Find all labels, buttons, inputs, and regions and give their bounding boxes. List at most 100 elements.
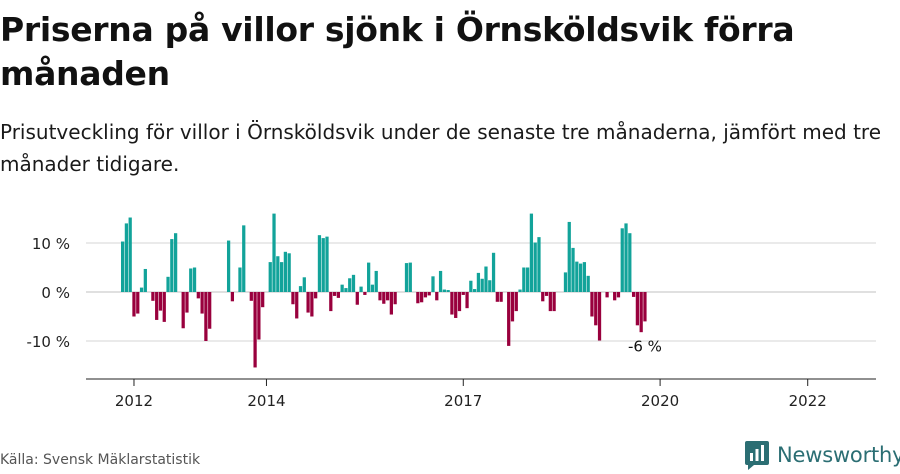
x-tick-label: 2012 <box>115 392 153 410</box>
y-tick-label: 10 % <box>32 235 70 253</box>
bar <box>446 290 450 292</box>
bar <box>495 292 499 302</box>
bar <box>121 241 125 292</box>
bar <box>404 263 409 292</box>
bar <box>571 247 575 292</box>
bar <box>204 292 208 341</box>
bar <box>208 292 212 329</box>
y-tick-label: -10 % <box>26 333 70 351</box>
bar <box>639 292 643 333</box>
bar <box>416 292 420 304</box>
bar <box>336 292 340 298</box>
bar <box>181 292 185 329</box>
chart-title: Priserna på villor sjönk i Örnsköldsvik … <box>0 10 795 93</box>
bar <box>287 253 291 292</box>
chart-subtitle: Prisutveckling för villor i Örnsköldsvik… <box>0 120 882 176</box>
bar <box>408 262 412 292</box>
x-tick-label: 2022 <box>789 392 827 410</box>
bar <box>367 262 371 292</box>
bar <box>533 242 537 292</box>
bar <box>310 292 314 317</box>
bar <box>359 286 363 292</box>
bar <box>616 292 621 298</box>
bar <box>548 292 552 312</box>
bar <box>295 292 299 319</box>
bar <box>238 267 242 292</box>
bar <box>435 292 439 301</box>
bar <box>283 251 287 292</box>
bar <box>132 292 136 317</box>
bar <box>518 289 522 292</box>
last-value-label: -6 % <box>628 337 662 355</box>
bar <box>575 261 579 292</box>
bar <box>268 262 272 292</box>
bar <box>226 240 231 292</box>
bar <box>321 238 325 292</box>
x-tick-label: 2020 <box>641 392 679 410</box>
bar <box>200 292 204 314</box>
bar <box>279 262 284 292</box>
bar <box>631 292 636 297</box>
bar <box>420 292 424 303</box>
source-note: Källa: Svensk Mäklarstatistik <box>0 452 201 468</box>
bar <box>173 233 178 292</box>
bar <box>136 292 140 314</box>
bar <box>438 270 443 292</box>
bar <box>537 237 541 292</box>
bar <box>491 252 496 292</box>
bar <box>143 268 147 292</box>
bar <box>291 292 295 305</box>
bar <box>613 292 617 301</box>
bar <box>457 292 462 312</box>
bar <box>170 239 174 292</box>
bar <box>620 228 624 292</box>
bar <box>382 292 386 304</box>
bar <box>370 284 375 292</box>
bar <box>454 292 458 318</box>
bar <box>423 292 428 298</box>
bar <box>643 292 647 322</box>
bar <box>189 268 193 292</box>
bar <box>272 213 276 292</box>
bar <box>166 276 170 292</box>
bar <box>325 236 329 292</box>
bar <box>378 292 382 301</box>
bar <box>465 292 469 309</box>
bar <box>522 267 526 292</box>
bar <box>635 292 640 326</box>
bar <box>514 292 518 312</box>
bar <box>139 287 144 292</box>
bar <box>298 286 303 292</box>
y-axis-labels: 10 % 0 % -10 % <box>26 235 70 351</box>
bar <box>261 292 265 308</box>
bar <box>128 217 132 292</box>
bar <box>541 292 545 302</box>
bar <box>185 292 189 313</box>
bar <box>374 270 378 292</box>
bar <box>158 292 163 311</box>
bar <box>242 225 246 292</box>
x-tick-label: 2017 <box>444 392 482 410</box>
bar <box>484 266 488 292</box>
bar <box>363 292 367 295</box>
bar <box>355 292 359 305</box>
y-tick-label: 0 % <box>41 284 70 302</box>
bar <box>624 223 628 292</box>
bar <box>597 292 602 341</box>
bar <box>124 223 129 292</box>
bar <box>544 292 549 296</box>
bar <box>162 292 166 322</box>
bar <box>507 292 511 346</box>
bar <box>253 292 257 368</box>
bar <box>329 292 333 312</box>
bar <box>317 235 322 292</box>
bar <box>351 274 356 292</box>
bar <box>578 263 583 292</box>
bar <box>344 288 348 292</box>
bar <box>526 267 530 292</box>
bar <box>385 292 390 301</box>
bar <box>306 292 310 313</box>
bar <box>249 292 253 301</box>
bar <box>314 292 318 299</box>
bar <box>628 233 632 292</box>
